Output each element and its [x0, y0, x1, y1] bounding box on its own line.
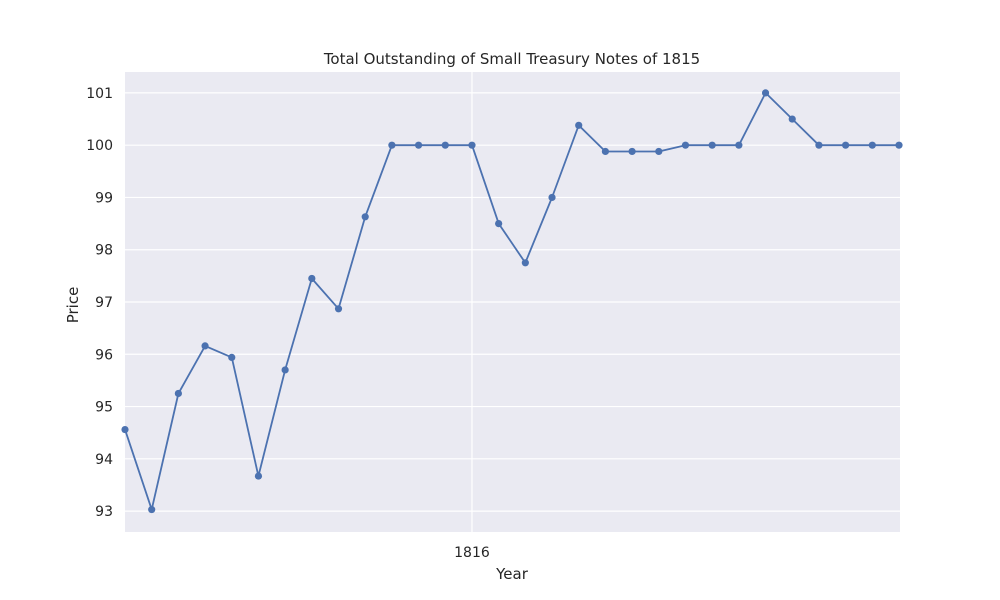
data-point: [681, 141, 690, 149]
data-point: [628, 147, 636, 156]
y-tick-label: 99: [95, 190, 113, 206]
data-point: [761, 89, 770, 97]
y-tick-label: 97: [95, 295, 113, 311]
x-tick-label: 1816: [454, 545, 490, 561]
data-point: [601, 147, 610, 156]
data-point: [228, 353, 236, 362]
data-point: [121, 425, 129, 434]
data-point: [788, 115, 796, 123]
y-tick-label: 94: [95, 452, 113, 468]
y-tick-label: 95: [95, 400, 113, 416]
data-point: [548, 193, 556, 202]
data-point: [388, 141, 396, 149]
data-point: [334, 305, 343, 313]
data-point: [735, 141, 743, 149]
data-point: [308, 274, 316, 283]
data-point: [281, 366, 289, 374]
data-point: [842, 141, 850, 149]
y-tick-label: 93: [95, 504, 113, 520]
y-tick-label: 96: [95, 347, 113, 363]
data-point: [815, 141, 823, 149]
data-point: [895, 141, 903, 149]
data-point: [495, 219, 503, 228]
x-axis-label: Year: [495, 565, 529, 583]
data-point: [868, 141, 876, 149]
data-point: [201, 342, 209, 350]
x-tick-labels: 1816: [454, 545, 490, 561]
y-tick-label: 98: [95, 243, 113, 259]
data-point: [254, 472, 263, 480]
data-point: [361, 213, 369, 221]
chart-title: Total Outstanding of Small Treasury Note…: [323, 50, 700, 68]
y-tick-label: 101: [86, 86, 113, 102]
series-line: [124, 92, 899, 511]
data-point: [414, 141, 423, 149]
data-point: [148, 505, 156, 514]
grid-lines: [125, 72, 900, 532]
data-point: [521, 259, 529, 267]
data-point: [468, 141, 476, 149]
data-point: [708, 141, 716, 149]
y-tick-label: 100: [86, 138, 113, 154]
data-point: [655, 147, 663, 156]
series-layer: [121, 89, 903, 514]
data-point: [174, 389, 182, 398]
y-tick-labels: 93 94 95 96 97 98 99 100 101: [86, 86, 113, 520]
data-point: [441, 141, 449, 149]
y-axis-label: Price: [64, 287, 82, 324]
data-point: [575, 121, 583, 129]
